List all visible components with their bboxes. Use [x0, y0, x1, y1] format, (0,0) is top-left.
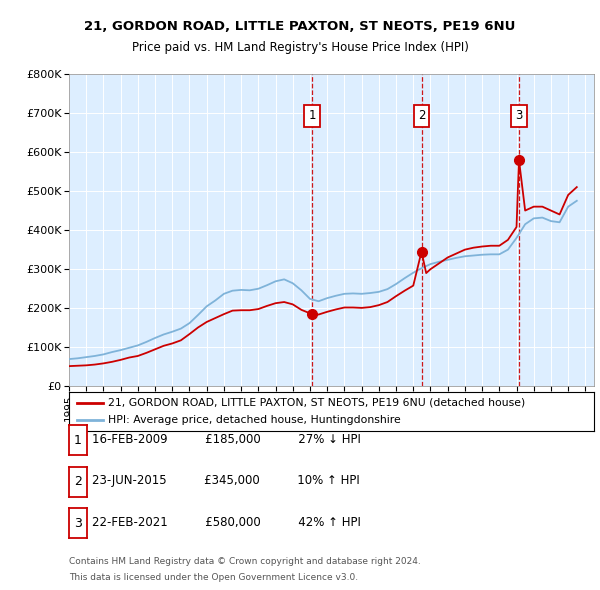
- Text: 2: 2: [418, 110, 425, 123]
- Text: Price paid vs. HM Land Registry's House Price Index (HPI): Price paid vs. HM Land Registry's House …: [131, 41, 469, 54]
- Text: 16-FEB-2009          £185,000          27% ↓ HPI: 16-FEB-2009 £185,000 27% ↓ HPI: [92, 433, 361, 446]
- Text: 23-JUN-2015          £345,000          10% ↑ HPI: 23-JUN-2015 £345,000 10% ↑ HPI: [92, 474, 359, 487]
- Text: This data is licensed under the Open Government Licence v3.0.: This data is licensed under the Open Gov…: [69, 572, 358, 582]
- Text: 3: 3: [74, 516, 82, 530]
- Text: HPI: Average price, detached house, Huntingdonshire: HPI: Average price, detached house, Hunt…: [109, 415, 401, 425]
- Text: 22-FEB-2021          £580,000          42% ↑ HPI: 22-FEB-2021 £580,000 42% ↑ HPI: [92, 516, 361, 529]
- Text: 1: 1: [308, 110, 316, 123]
- Text: 1: 1: [74, 434, 82, 447]
- Text: Contains HM Land Registry data © Crown copyright and database right 2024.: Contains HM Land Registry data © Crown c…: [69, 557, 421, 566]
- Text: 21, GORDON ROAD, LITTLE PAXTON, ST NEOTS, PE19 6NU: 21, GORDON ROAD, LITTLE PAXTON, ST NEOTS…: [85, 20, 515, 33]
- Text: 21, GORDON ROAD, LITTLE PAXTON, ST NEOTS, PE19 6NU (detached house): 21, GORDON ROAD, LITTLE PAXTON, ST NEOTS…: [109, 398, 526, 408]
- Text: 2: 2: [74, 475, 82, 489]
- Text: 3: 3: [515, 110, 523, 123]
